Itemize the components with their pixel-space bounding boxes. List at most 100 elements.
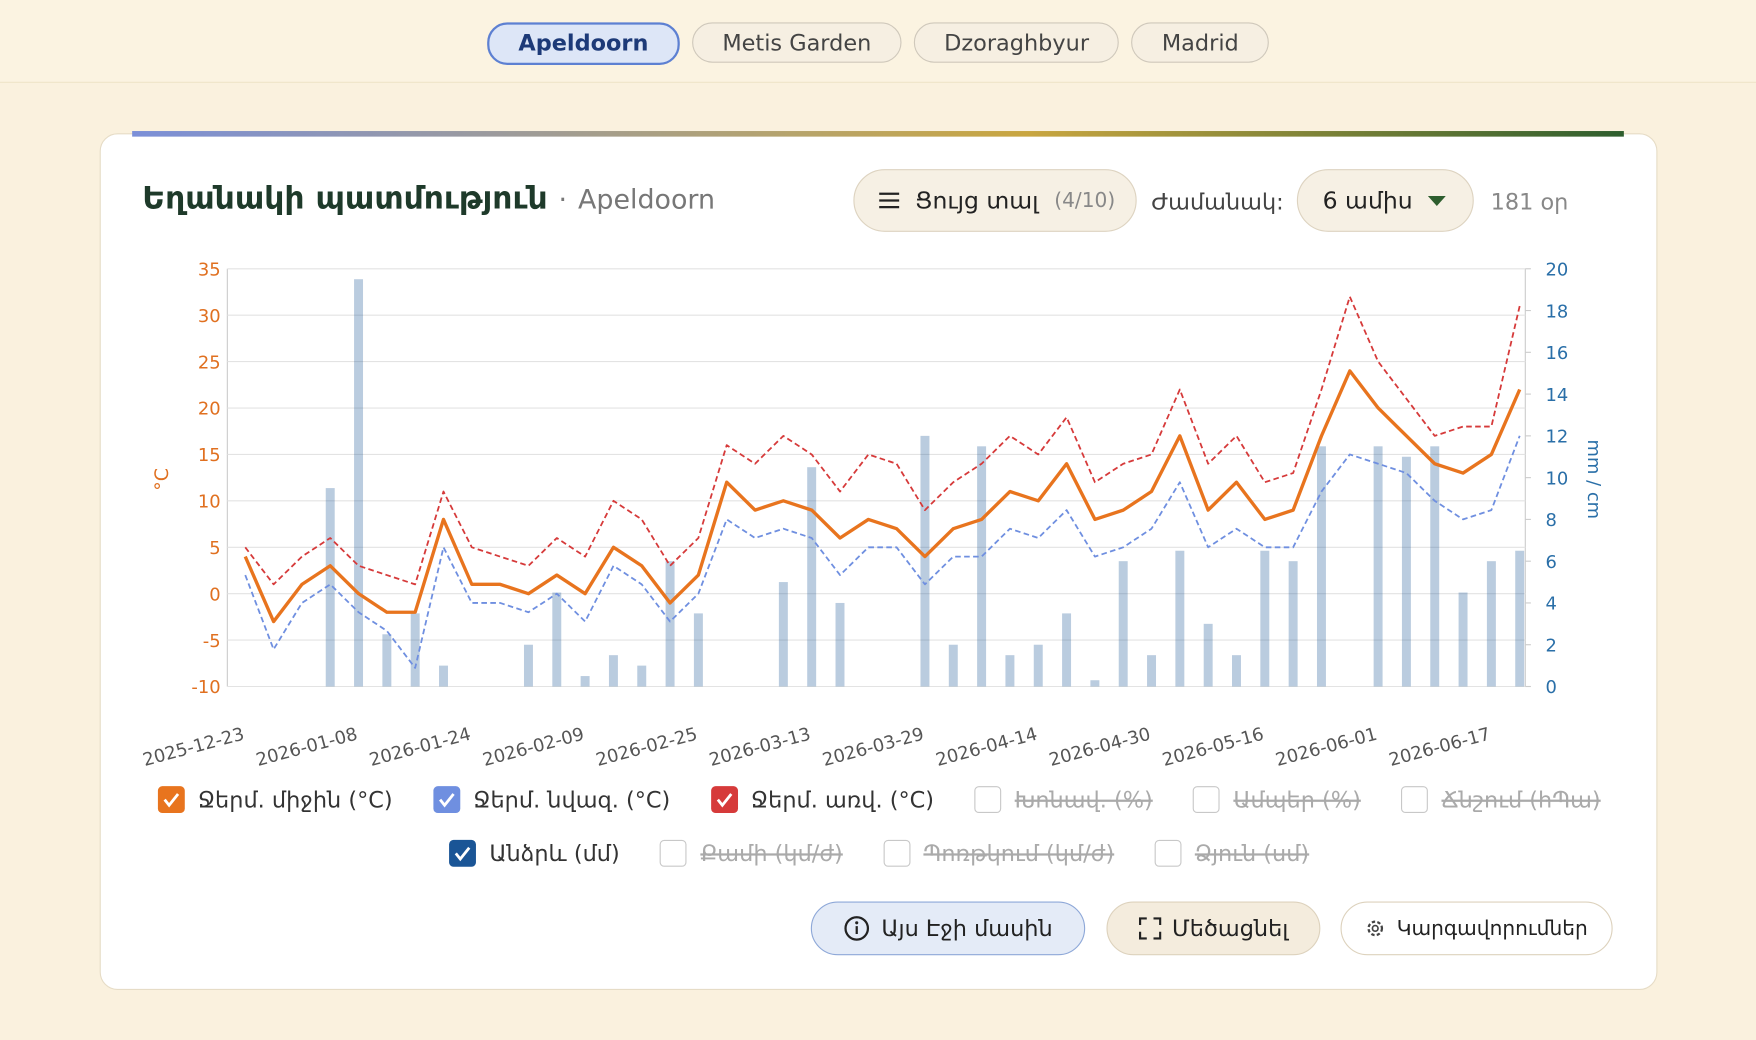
legend-item[interactable]: Քամի (կմ/ժ) (660, 838, 843, 869)
legend-item[interactable]: Անձրև (մմ) (449, 838, 620, 869)
checkbox[interactable] (432, 786, 460, 814)
tab[interactable]: Apeldoorn (486, 22, 680, 65)
legend-item[interactable]: Ջերմ. միջին (°C) (157, 784, 393, 815)
precip-bar (1033, 644, 1043, 687)
location-tabs: Apeldoorn Metis Garden Dzoraghbyur Madri… (0, 22, 1756, 65)
checkbox[interactable] (1193, 786, 1220, 814)
check (438, 793, 455, 808)
dropdown-arrow (1427, 195, 1446, 207)
card-title: Եղանակի պատմություն · Apeldoorn (142, 179, 715, 216)
legend-item[interactable]: Պոռթկում (կմ/ժ) (883, 838, 1114, 869)
legend-item[interactable]: Ճնշում (հՊա) (1401, 784, 1601, 815)
y-tick-label: 25 (198, 352, 221, 373)
precip-bar (778, 582, 788, 687)
dashed-line (244, 435, 1521, 669)
legend-label: Ձյուն (սմ) (1194, 839, 1310, 867)
period-select[interactable]: 6 ամիս (1296, 169, 1474, 232)
y-tick-label: 15 (198, 445, 221, 466)
precip-bar (1005, 655, 1015, 687)
precip-bar (1401, 456, 1411, 687)
checkbox[interactable] (883, 839, 910, 867)
check (454, 846, 471, 862)
x-tick-label: 2026-03-29 (820, 724, 926, 771)
tab[interactable]: Dzoraghbyur (913, 22, 1120, 63)
x-tick-label: 2026-04-30 (1047, 724, 1153, 771)
precip-bar (1430, 446, 1440, 687)
period-value: 6 ամիս (1322, 187, 1413, 214)
card (99, 133, 1658, 990)
precip-bar (1458, 592, 1468, 687)
precip-bar (693, 613, 703, 687)
y-tick-label: -5 (203, 631, 221, 652)
x-tick-label: 2026-01-24 (367, 724, 473, 771)
x-tick-label: 2026-02-25 (594, 724, 700, 771)
precip-bar (1147, 655, 1157, 687)
y-tick-label: 20 (198, 399, 221, 420)
legend-label: Ճնշում (հՊա) (1441, 786, 1601, 814)
precip-bar (637, 665, 647, 687)
title: Եղանակի պատմություն (142, 179, 548, 217)
chart: -10 -5 0 5 10 15 20 25 30 35 0 2 4 6 8 10 12 14 16 18 20 °C mm… (141, 259, 1604, 771)
y2-tick-label: 12 (1545, 427, 1568, 448)
legend-label: Ջերմ. նվազ. (°C) (473, 786, 671, 814)
period-label: Ժամանակ: (1151, 188, 1284, 216)
precip-bar (1232, 655, 1241, 687)
legend-item[interactable]: Խոնավ. (%) (974, 784, 1153, 815)
precip-bar (439, 665, 448, 687)
dashed-line (244, 295, 1521, 586)
show-count: (4/10) (1054, 188, 1116, 213)
y2-tick-label: 16 (1545, 343, 1568, 364)
show-button[interactable]: Ցույց տալ (4/10) (853, 169, 1137, 232)
check (716, 793, 732, 808)
tab[interactable]: Madrid (1131, 22, 1270, 63)
checkbox[interactable] (1401, 786, 1429, 814)
precip-bar (835, 602, 845, 687)
x-tick-label: 2026-01-08 (254, 724, 360, 771)
legend-item[interactable]: Ամպեր (%) (1193, 784, 1361, 815)
precip-bar (552, 592, 562, 687)
y2-tick-label: 14 (1545, 385, 1568, 406)
top-bar: Apeldoorn Metis Garden Dzoraghbyur Madri… (0, 0, 1756, 83)
y2-tick-label: 2 (1545, 635, 1556, 656)
x-tick-label: 2026-03-13 (707, 724, 813, 771)
y-tick-label: 0 (209, 584, 220, 605)
y-tick-label: 5 (209, 538, 220, 559)
expand-button[interactable]: Մեծացնել (1106, 901, 1321, 956)
legend-item[interactable]: Ջերմ. առվ. (°C) (710, 784, 935, 815)
legend-item[interactable]: Ձյուն (սմ) (1154, 838, 1310, 869)
precip-bar (1288, 561, 1298, 687)
x-tick-label: 2026-06-17 (1387, 724, 1493, 771)
legend-item[interactable]: Ջերմ. նվազ. (°C) (432, 784, 671, 815)
precip-bar (580, 676, 590, 687)
precip-bar (1486, 561, 1496, 687)
precip-bar (977, 446, 987, 687)
legend-label: Ջերմ. առվ. (°C) (750, 786, 935, 814)
precip-bar (523, 644, 533, 687)
precip-bar (1062, 613, 1072, 687)
precip-bar (325, 488, 335, 687)
checkbox[interactable] (449, 839, 476, 867)
expand-icon (1138, 917, 1161, 940)
precip-bar (1175, 550, 1185, 687)
legend-label: Խոնավ. (%) (1014, 786, 1153, 814)
legend-label: Անձրև (մմ) (489, 839, 620, 867)
x-tick-label: 2026-04-14 (934, 724, 1040, 771)
y2-tick-label: 0 (1545, 677, 1556, 698)
tab[interactable]: Metis Garden (692, 22, 902, 63)
menu-icon (879, 192, 900, 209)
y-tick-label: -10 (191, 677, 220, 698)
checkbox[interactable] (1154, 839, 1182, 867)
precip-bar (1090, 680, 1100, 687)
precip-bar (665, 561, 675, 687)
settings-button[interactable]: Կարգավորումներ (1340, 901, 1613, 956)
precip-bar (1203, 623, 1213, 687)
checkbox[interactable] (660, 839, 687, 867)
legend-label: Ջերմ. միջին (°C) (197, 786, 393, 814)
checkbox[interactable] (710, 786, 738, 814)
info-icon (844, 916, 870, 941)
checkbox[interactable] (974, 786, 1002, 814)
about-button[interactable]: Այս Էջի մասին (810, 901, 1086, 956)
location: Apeldoorn (578, 183, 716, 216)
checkbox[interactable] (157, 786, 185, 814)
